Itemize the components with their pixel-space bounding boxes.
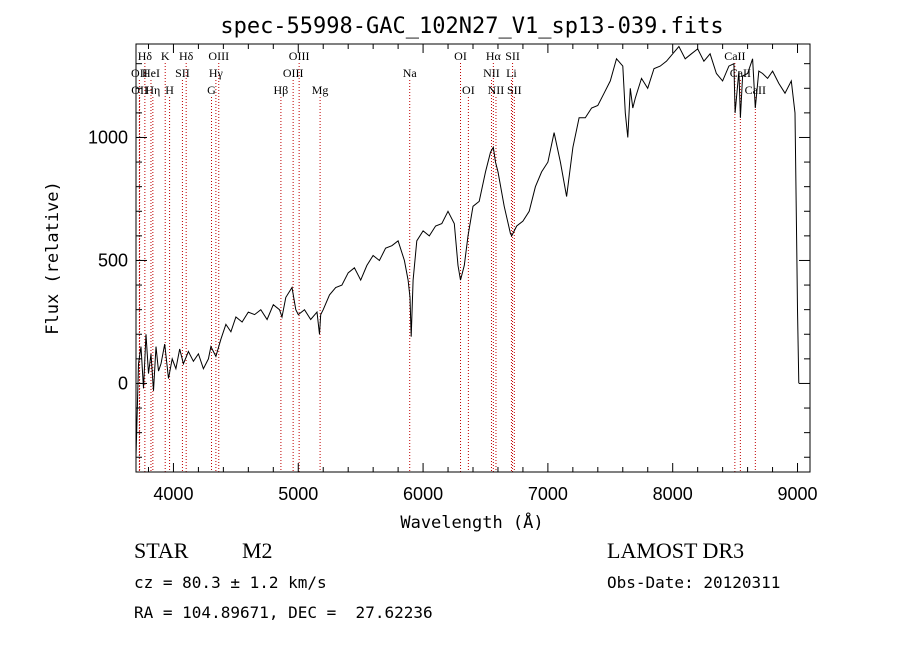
redshift-cz: cz = 80.3 ± 1.2 km/s [134,573,327,592]
line-label: CaII [730,66,751,80]
chart-title: spec-55998-GAC_102N27_V1_sp13-039.fits [220,14,723,39]
line-label: K [161,49,170,63]
line-label: Li [506,66,517,80]
line-label: Hη [145,83,160,97]
coordinates: RA = 104.89671, DEC = 27.62236 [134,603,433,622]
x-axis-label: Wavelength (Å) [400,511,543,533]
line-markers [138,63,756,472]
line-label: Hγ [209,66,224,80]
line-label: HeI [142,66,160,80]
line-label: Hδ [179,49,194,63]
y-axis: 0 500 1000 [88,63,810,458]
line-label: OI [462,83,475,97]
line-label: SII [175,66,190,80]
y-tick-label: 1000 [88,127,128,147]
survey-name: LAMOST DR3 [607,538,745,563]
line-label: OII [131,66,148,80]
line-label: OI [454,49,467,63]
line-label: H [165,83,174,97]
y-axis-label: Flux (relative) [43,181,63,335]
x-axis: 4000 5000 6000 7000 8000 9000 [147,44,818,504]
line-label: Na [403,66,418,80]
line-label: Hδ [138,49,153,63]
line-label: NII [483,66,500,80]
line-label: NII [488,83,505,97]
line-label: OIII [283,66,304,80]
x-tick-label: 4000 [153,484,193,504]
x-tick-label: 8000 [653,484,693,504]
line-label: CaII [724,49,745,63]
line-label: OIII [208,49,229,63]
line-label: CaII [745,83,766,97]
line-label: SII [505,49,520,63]
spectrum-line [135,45,800,458]
x-tick-label: 7000 [528,484,568,504]
line-label: Hβ [274,83,289,97]
line-label: OII [131,83,148,97]
x-tick-label: 9000 [777,484,817,504]
x-tick-label: 5000 [278,484,318,504]
x-tick-label: 6000 [403,484,443,504]
line-label: G [207,83,216,97]
line-label: OIII [289,49,310,63]
object-class: STAR [134,538,189,563]
y-tick-label: 500 [98,250,128,270]
object-subclass: M2 [242,538,273,563]
obs-date: Obs-Date: 20120311 [607,573,781,592]
line-label: Mg [312,83,329,97]
plot-frame [135,43,811,473]
y-tick-label: 0 [118,373,128,393]
line-label: Hα [486,49,502,63]
line-label: SII [507,83,522,97]
